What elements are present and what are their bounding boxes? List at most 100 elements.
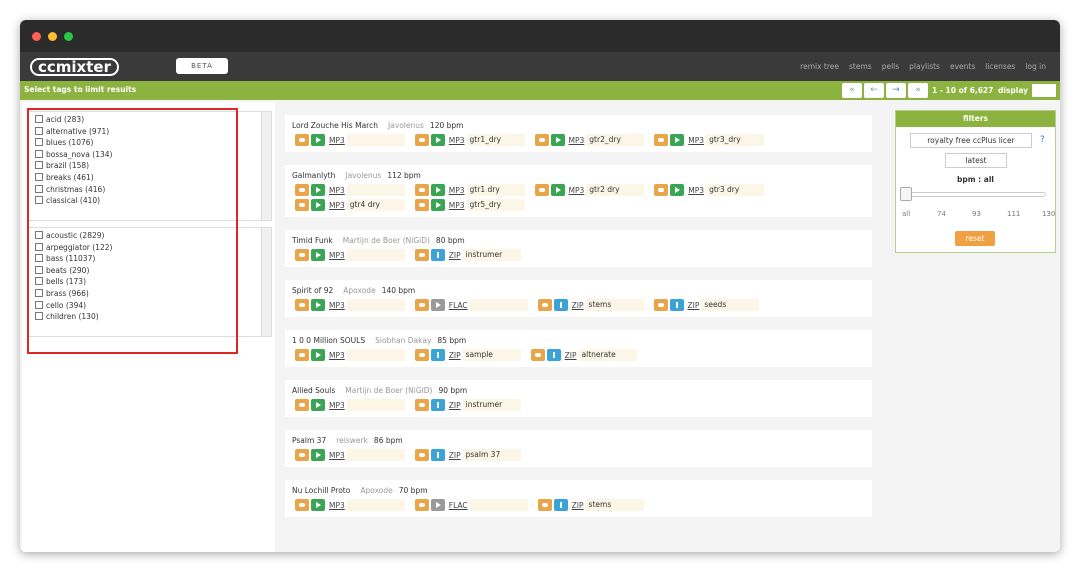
- file-action[interactable]: [311, 449, 325, 461]
- track-title[interactable]: 1 0 0 Million SOULS: [292, 336, 366, 345]
- track-artist[interactable]: Javolenus: [345, 171, 382, 180]
- file-format[interactable]: MP3: [448, 200, 465, 210]
- tag-option[interactable]: arpeggiator (122): [29, 242, 271, 254]
- file-format[interactable]: MP3: [568, 135, 585, 145]
- track-artist[interactable]: Apoxode: [343, 286, 376, 295]
- track-artist[interactable]: reiswerk: [336, 436, 368, 445]
- download-icon[interactable]: [537, 299, 552, 311]
- file-format[interactable]: MP3: [688, 135, 705, 145]
- download-icon[interactable]: [654, 134, 669, 146]
- file-format[interactable]: ZIP: [687, 300, 700, 310]
- file-action[interactable]: [311, 349, 325, 361]
- file-format[interactable]: MP3: [329, 300, 345, 310]
- help-icon[interactable]: ?: [1040, 135, 1045, 145]
- file-format[interactable]: ZIP: [571, 500, 584, 510]
- first-page[interactable]: «: [842, 83, 862, 98]
- nav-link[interactable]: pells: [881, 62, 900, 71]
- tag-option[interactable]: alternative (971): [29, 126, 271, 138]
- download-icon[interactable]: [295, 499, 309, 511]
- track-title[interactable]: Spirit of 92: [292, 286, 334, 295]
- tag-option[interactable]: cello (394): [29, 300, 271, 312]
- download-icon[interactable]: [295, 199, 309, 211]
- tag-option[interactable]: bells (173): [29, 276, 271, 288]
- close-button[interactable]: [32, 32, 41, 41]
- file-action[interactable]: [553, 299, 568, 311]
- file-format[interactable]: ZIP: [448, 350, 461, 360]
- file-action[interactable]: [311, 199, 325, 211]
- file-format[interactable]: ZIP: [448, 250, 461, 260]
- download-icon[interactable]: [653, 299, 668, 311]
- track-title[interactable]: Allied Souls: [292, 386, 336, 395]
- license-select[interactable]: royalty free ccPlus licer: [910, 133, 1032, 148]
- download-icon[interactable]: [295, 134, 309, 146]
- bpm-slider[interactable]: [904, 192, 1046, 197]
- download-icon[interactable]: [414, 299, 429, 311]
- file-action[interactable]: [430, 399, 445, 411]
- next-page[interactable]: →: [886, 83, 906, 98]
- download-icon[interactable]: [537, 499, 552, 511]
- tag-option[interactable]: christmas (416): [29, 184, 271, 196]
- download-icon[interactable]: [295, 399, 309, 411]
- nav-link[interactable]: remix tree: [800, 62, 840, 71]
- file-action[interactable]: [430, 184, 445, 196]
- nav-link[interactable]: licenses: [985, 62, 1016, 71]
- file-action[interactable]: [550, 184, 565, 196]
- download-icon[interactable]: [295, 449, 309, 461]
- file-action[interactable]: [550, 134, 565, 146]
- file-action[interactable]: [430, 449, 445, 461]
- track-artist[interactable]: Martijn de Boer (NiGiD): [342, 236, 430, 245]
- display-input[interactable]: [1032, 84, 1056, 97]
- file-format[interactable]: FLAC: [448, 300, 468, 310]
- file-format[interactable]: MP3: [329, 350, 345, 360]
- download-icon[interactable]: [654, 184, 669, 196]
- file-action[interactable]: [311, 499, 325, 511]
- zoom-button[interactable]: [64, 32, 73, 41]
- file-format[interactable]: FLAC: [448, 500, 468, 510]
- tag-option[interactable]: beats (290): [29, 265, 271, 277]
- download-icon[interactable]: [414, 349, 429, 361]
- file-format[interactable]: ZIP: [448, 400, 461, 410]
- file-action[interactable]: [430, 134, 445, 146]
- tag-option[interactable]: children (130): [29, 311, 271, 323]
- tag-option[interactable]: classical (410): [29, 195, 271, 207]
- file-format[interactable]: MP3: [329, 185, 345, 195]
- file-format[interactable]: ZIP: [448, 450, 461, 460]
- file-format[interactable]: ZIP: [571, 300, 584, 310]
- track-artist[interactable]: Siobhan Dakay: [375, 336, 432, 345]
- scrollbar[interactable]: [261, 112, 271, 220]
- file-action[interactable]: [670, 184, 685, 196]
- minimize-button[interactable]: [48, 32, 57, 41]
- file-format[interactable]: MP3: [688, 185, 705, 195]
- nav-link[interactable]: playlists: [909, 62, 940, 71]
- track-artist[interactable]: Javolenus: [387, 121, 424, 130]
- prev-page[interactable]: ←: [864, 83, 884, 98]
- file-action[interactable]: [430, 249, 445, 261]
- download-icon[interactable]: [530, 349, 545, 361]
- track-title[interactable]: Nu Lochill Proto: [292, 486, 351, 495]
- file-action[interactable]: [311, 399, 325, 411]
- download-icon[interactable]: [295, 249, 309, 261]
- file-action[interactable]: [311, 249, 325, 261]
- track-title[interactable]: Galmanlyth: [292, 171, 336, 180]
- file-format[interactable]: MP3: [448, 135, 465, 145]
- tag-option[interactable]: acoustic (2829): [29, 230, 271, 242]
- download-icon[interactable]: [295, 184, 309, 196]
- nav-link[interactable]: events: [949, 62, 976, 71]
- download-icon[interactable]: [534, 134, 549, 146]
- track-artist[interactable]: Martijn de Boer (NiGiD): [345, 386, 433, 395]
- track-artist[interactable]: Apoxode: [360, 486, 393, 495]
- file-format[interactable]: MP3: [329, 250, 345, 260]
- file-format[interactable]: MP3: [329, 450, 345, 460]
- file-format[interactable]: MP3: [329, 135, 345, 145]
- download-icon[interactable]: [414, 499, 429, 511]
- download-icon[interactable]: [414, 134, 429, 146]
- tag-option[interactable]: brass (966): [29, 288, 271, 300]
- file-action[interactable]: [546, 349, 561, 361]
- file-format[interactable]: MP3: [329, 500, 345, 510]
- download-icon[interactable]: [414, 399, 429, 411]
- track-title[interactable]: Timid Funk: [292, 236, 333, 245]
- file-format[interactable]: MP3: [329, 200, 345, 210]
- download-icon[interactable]: [414, 184, 429, 196]
- tag-option[interactable]: brazil (158): [29, 160, 271, 172]
- file-action[interactable]: [311, 134, 325, 146]
